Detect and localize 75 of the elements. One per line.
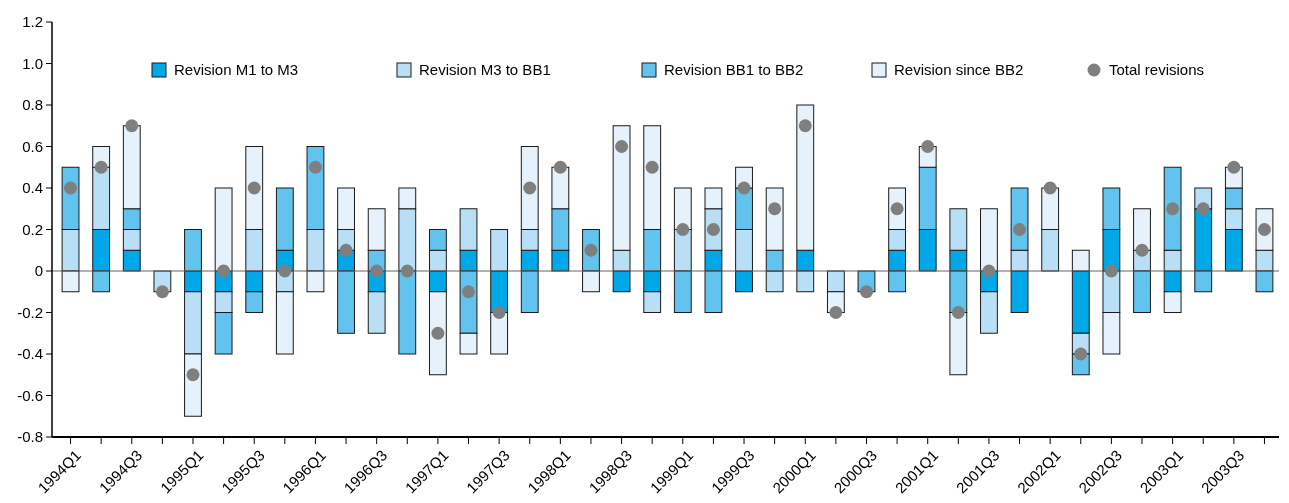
point (1074, 347, 1088, 361)
legend-label: Revision M1 to M3 (174, 61, 299, 79)
point (798, 119, 812, 133)
point (615, 140, 629, 153)
bar (92, 270, 111, 293)
y-tick-label: -0.6 (17, 386, 43, 404)
bar (735, 270, 753, 293)
point (1166, 202, 1180, 216)
bar (765, 270, 784, 293)
point (278, 264, 292, 278)
point (400, 264, 414, 278)
point (859, 285, 873, 299)
bar (61, 270, 80, 293)
point (462, 285, 476, 299)
bar (612, 270, 631, 293)
bar (306, 270, 325, 293)
point (982, 264, 996, 278)
point (247, 181, 261, 195)
point (1135, 243, 1149, 257)
bar (704, 270, 723, 313)
y-tick-label: 0.2 (22, 220, 43, 238)
bar (184, 229, 202, 272)
bar (337, 270, 355, 334)
point (308, 160, 322, 174)
legend-label: Total revisions (1109, 61, 1205, 79)
point (1043, 181, 1057, 195)
bar (1194, 270, 1213, 293)
point (370, 264, 384, 278)
point (645, 160, 659, 174)
y-tick-label: 1.2 (22, 13, 43, 31)
point (186, 368, 200, 382)
bar (796, 270, 815, 293)
point (829, 306, 843, 319)
point (339, 243, 353, 257)
point (217, 264, 231, 278)
bar (398, 270, 417, 355)
y-tick-label: 0.6 (22, 137, 43, 155)
y-tick-label: -0.2 (17, 303, 43, 321)
point (676, 223, 690, 236)
point (1196, 202, 1210, 216)
bar (980, 208, 998, 272)
y-tick-label: -0.8 (17, 428, 43, 446)
point (64, 181, 78, 195)
legend-label: Revision since BB2 (894, 61, 1024, 79)
point (1227, 160, 1241, 174)
point (1013, 223, 1027, 236)
point (431, 326, 445, 340)
point (523, 181, 537, 195)
point (768, 202, 782, 216)
y-tick-label: -0.4 (17, 345, 43, 363)
bar (888, 270, 907, 293)
point (94, 160, 108, 174)
bar (214, 187, 233, 272)
bar (1071, 249, 1090, 272)
point (125, 119, 139, 133)
y-tick-label: 1.0 (22, 54, 43, 72)
bar (490, 229, 509, 272)
y-tick-label: 0.4 (22, 179, 43, 197)
legend-label: Revision M3 to BB1 (419, 61, 551, 79)
bar (1133, 270, 1151, 313)
legend-label: Revision BB1 to BB2 (664, 61, 804, 79)
point (155, 285, 169, 299)
point (553, 160, 567, 174)
point (951, 306, 965, 319)
point (1104, 264, 1118, 278)
bar (520, 270, 539, 313)
y-tick-label: 0 (34, 262, 43, 280)
point (921, 140, 935, 153)
point (492, 306, 506, 319)
bar (673, 270, 692, 313)
bar (1010, 270, 1029, 313)
bar (582, 270, 600, 293)
y-tick-label: 0.8 (22, 96, 43, 114)
point (737, 181, 751, 195)
bar (1255, 270, 1274, 293)
